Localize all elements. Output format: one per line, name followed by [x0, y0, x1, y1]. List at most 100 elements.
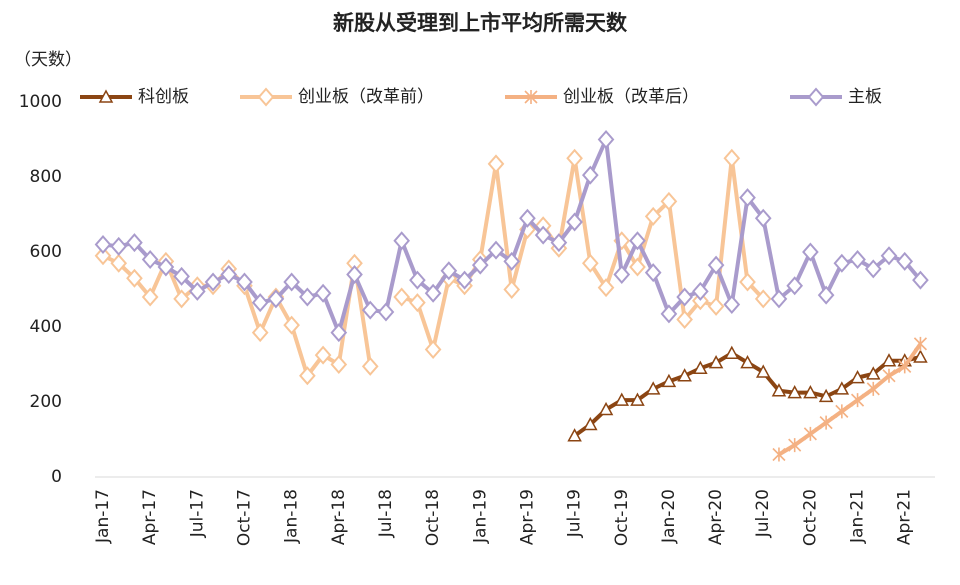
marker: [676, 309, 693, 330]
marker: [739, 272, 756, 292]
marker: [377, 302, 395, 322]
marker: [817, 285, 835, 305]
marker: [141, 287, 159, 307]
marker: [882, 368, 896, 383]
marker: [644, 206, 662, 226]
marker: [173, 266, 190, 286]
y-tick-label: 800: [30, 167, 62, 187]
marker: [866, 381, 880, 396]
marker: [361, 356, 379, 376]
marker: [487, 154, 505, 174]
x-tick-label: Jan-17: [93, 489, 113, 544]
marker: [581, 165, 599, 185]
legend-label: 创业板（改革前）: [298, 87, 434, 107]
marker: [692, 281, 709, 301]
marker: [503, 251, 521, 271]
marker: [864, 259, 882, 279]
marker: [613, 264, 631, 285]
marker: [819, 415, 833, 430]
y-tick-label: 600: [30, 242, 62, 262]
marker: [676, 287, 693, 307]
marker: [786, 276, 804, 296]
marker: [299, 366, 316, 386]
y-tick-label: 1000: [19, 92, 62, 112]
marker: [314, 283, 332, 303]
marker: [644, 263, 662, 283]
y-tick-label: 200: [30, 392, 62, 412]
marker: [173, 289, 190, 309]
x-tick-label: Apr-21: [895, 489, 915, 545]
marker: [771, 383, 787, 397]
legend-label: 科创板: [138, 87, 189, 107]
marker: [566, 212, 583, 232]
marker: [850, 393, 865, 408]
marker: [110, 236, 128, 256]
marker: [94, 246, 112, 266]
x-tick-label: Jul-17: [187, 489, 207, 538]
marker: [645, 381, 661, 395]
marker: [707, 296, 725, 316]
marker: [850, 370, 865, 384]
marker: [409, 270, 426, 290]
marker: [330, 323, 348, 343]
marker: [524, 90, 538, 104]
marker: [754, 289, 772, 309]
legend-label: 主板: [848, 87, 882, 107]
marker: [803, 426, 817, 441]
marker: [283, 315, 300, 335]
x-tick-label: Jul-19: [565, 489, 585, 538]
marker: [409, 293, 426, 313]
series-line: [401, 156, 765, 352]
x-tick-label: Jan-18: [282, 489, 302, 544]
legend-label: 创业板（改革后）: [563, 87, 699, 107]
marker: [755, 364, 771, 378]
marker: [912, 270, 929, 290]
marker: [807, 87, 825, 107]
marker: [693, 360, 708, 374]
marker: [597, 278, 615, 298]
chart-title: 新股从受理到上市平均所需天数: [333, 11, 628, 35]
y-tick-label: 0: [51, 467, 62, 487]
marker: [110, 253, 128, 273]
marker: [629, 257, 646, 277]
marker: [583, 416, 598, 431]
marker: [913, 349, 928, 363]
marker: [913, 336, 928, 351]
series-line: [102, 137, 922, 335]
marker: [881, 353, 897, 367]
x-tick-label: Jul-20: [753, 489, 773, 538]
marker: [487, 240, 505, 260]
marker: [866, 366, 881, 380]
marker: [802, 242, 819, 262]
x-tick-label: Jan-21: [848, 489, 868, 544]
marker: [98, 89, 114, 103]
marker: [126, 268, 143, 288]
marker: [251, 323, 269, 343]
marker: [723, 294, 741, 315]
marker: [566, 148, 583, 168]
x-tick-label: Oct-17: [234, 489, 254, 546]
x-tick-label: Apr-17: [140, 489, 160, 545]
marker: [660, 304, 678, 324]
x-tick-label: Apr-20: [706, 489, 726, 545]
marker: [299, 287, 316, 307]
marker: [236, 272, 253, 292]
marker: [471, 255, 489, 275]
marker: [660, 191, 678, 211]
marker: [550, 233, 568, 253]
y-tick-label: 400: [30, 317, 62, 337]
marker: [788, 438, 802, 453]
marker: [629, 231, 646, 251]
marker: [581, 253, 599, 273]
x-tick-label: Apr-19: [517, 489, 537, 545]
marker: [661, 373, 677, 388]
marker: [141, 249, 159, 270]
marker: [896, 251, 914, 271]
y-axis-label: （天数）: [14, 50, 82, 70]
marker: [898, 359, 912, 374]
marker: [708, 355, 724, 369]
x-tick-label: Oct-18: [423, 489, 443, 546]
marker: [330, 354, 348, 375]
marker: [849, 249, 866, 270]
